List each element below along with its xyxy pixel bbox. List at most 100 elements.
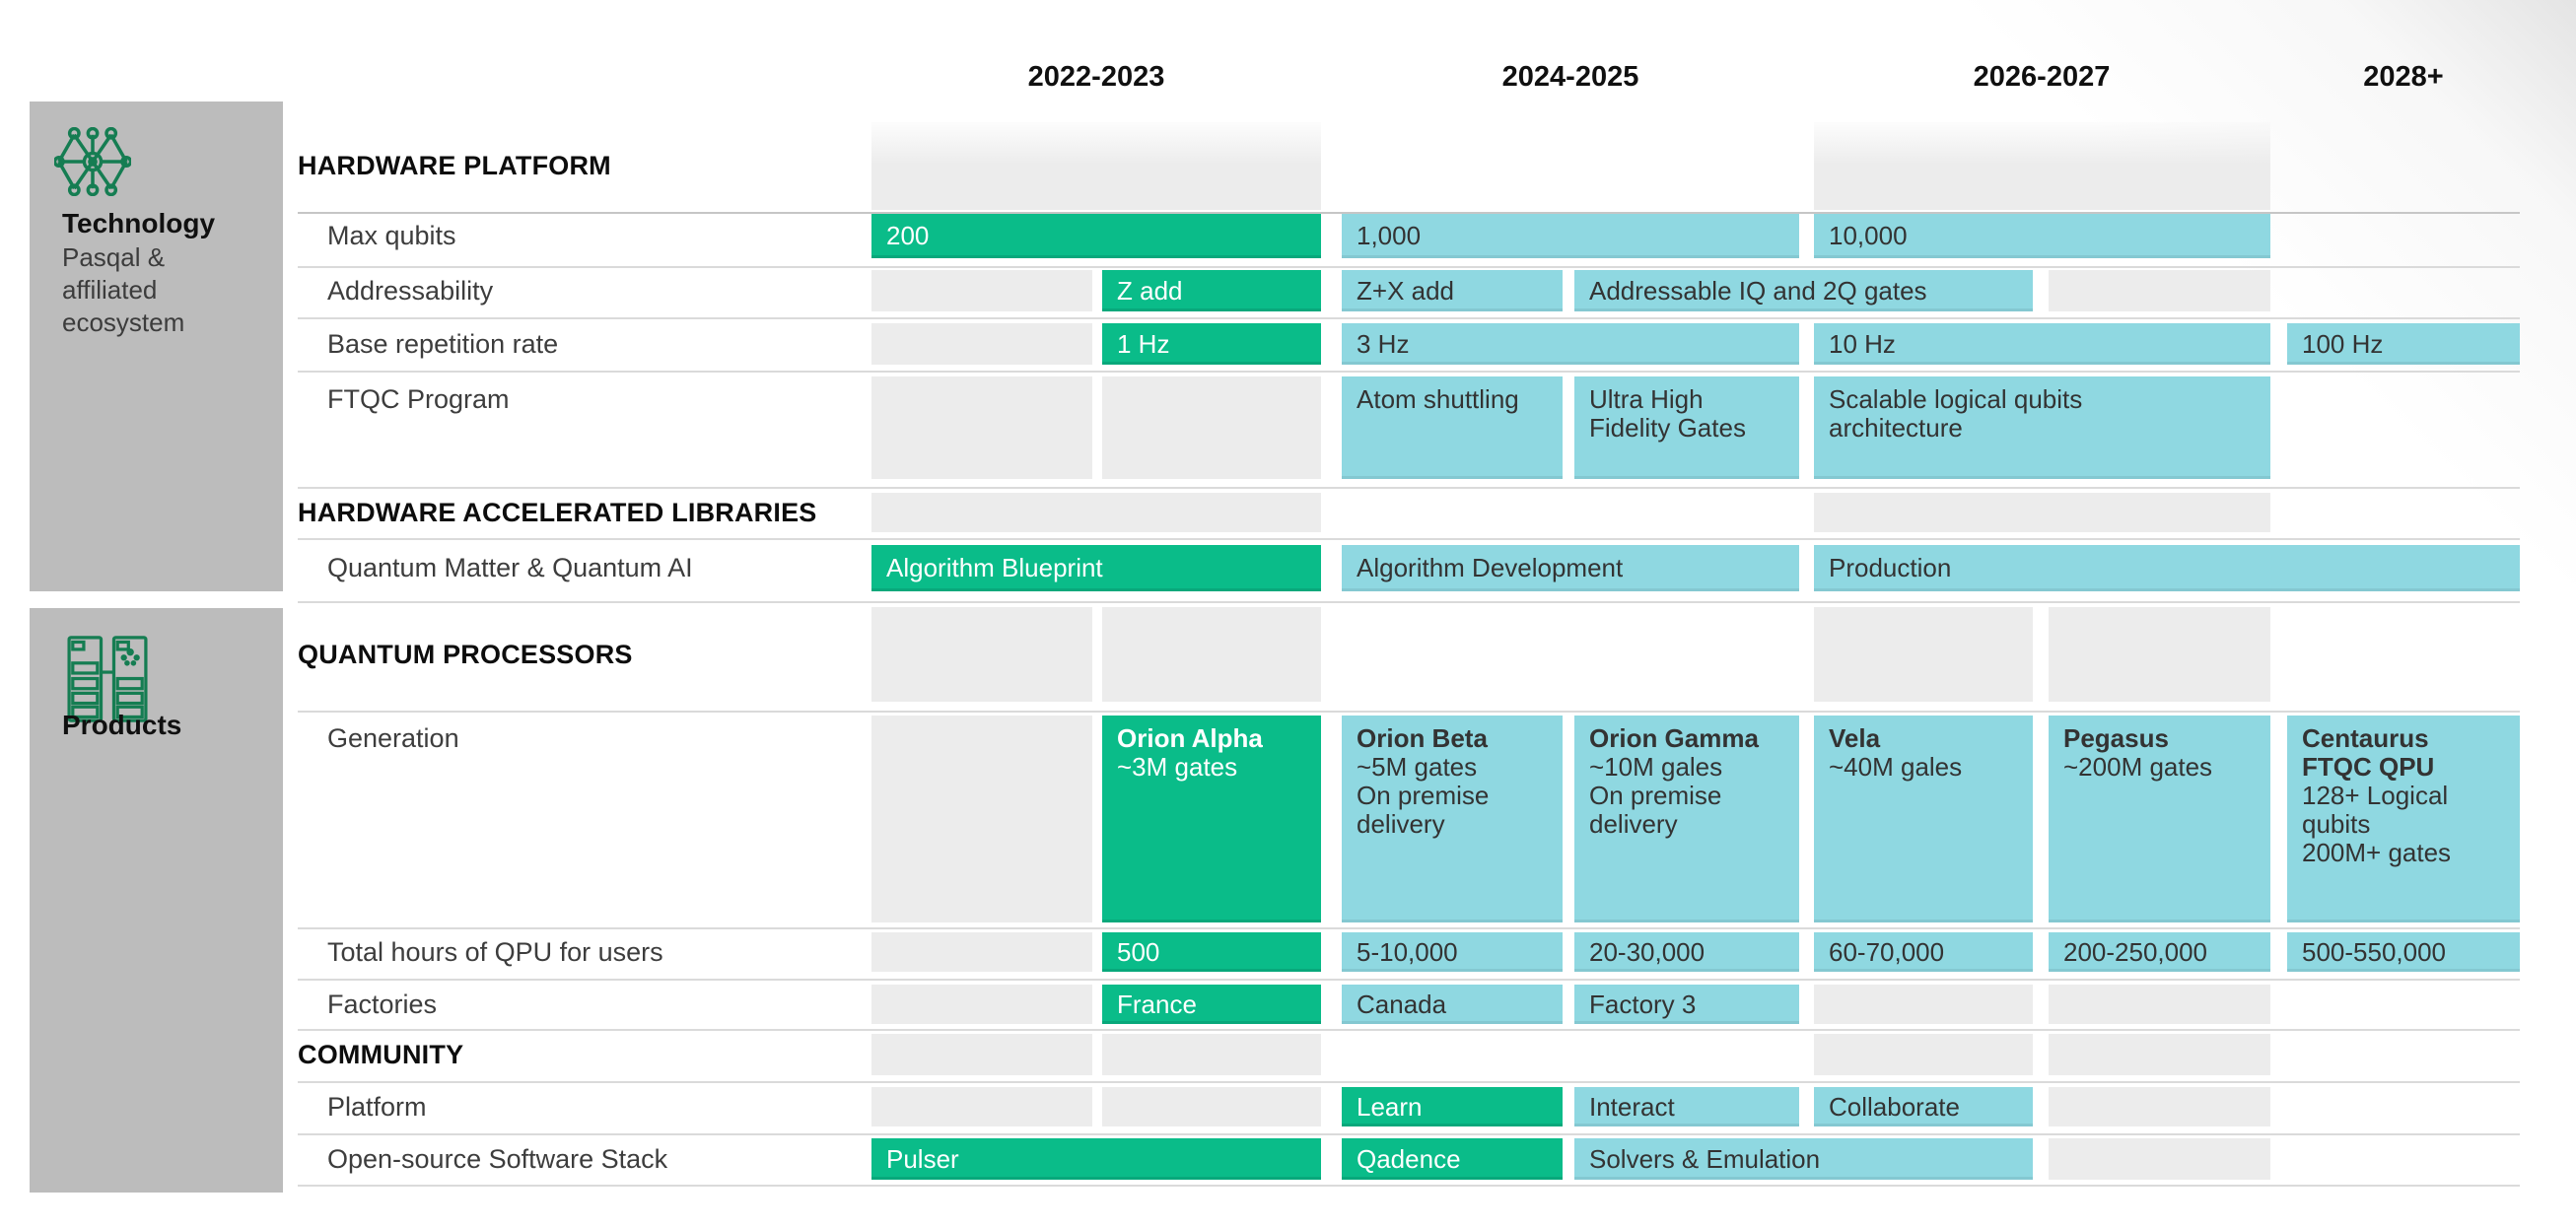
roadmap-cell: Algorithm Development: [1342, 545, 1799, 591]
cell-text: Canada: [1357, 989, 1447, 1019]
year-header: 2024-2025: [1501, 61, 1639, 93]
cell-text: 500: [1117, 936, 1160, 967]
roadmap-cell: [1814, 607, 2033, 702]
sidebar-title-products: Products: [62, 710, 182, 740]
roadmap-cell: Vela ~40M gales: [1814, 716, 2033, 922]
roadmap-cell: Interact: [1574, 1087, 1799, 1126]
sidebar-group-products: Products: [30, 608, 283, 1193]
roadmap-cell: Scalable logical qubits architecture: [1814, 376, 2270, 479]
section-label: COMMUNITY: [298, 1039, 464, 1069]
roadmap-cell: [871, 607, 1092, 702]
roadmap-cell: Qadence: [1342, 1138, 1563, 1180]
roadmap-cell: [871, 1034, 1092, 1075]
cell-text: 1 Hz: [1117, 328, 1170, 359]
section-label: HARDWARE PLATFORM: [298, 151, 611, 180]
cell-title: Orion Gamma: [1589, 723, 1759, 753]
roadmap-cell: [1814, 493, 2270, 532]
cell-text: 200: [886, 221, 930, 250]
cell-text: 1,000: [1357, 221, 1422, 250]
cell-title: Orion Alpha: [1117, 723, 1263, 753]
sidebar-group-technology: Technology Pasqal & affiliated ecosystem: [30, 102, 283, 591]
row-divider-line: [298, 1081, 2520, 1083]
roadmap-cell: [2049, 1087, 2270, 1126]
row-divider-line: [298, 538, 2520, 540]
roadmap-cell: Learn: [1342, 1087, 1563, 1126]
roadmap-cell: [871, 716, 1092, 922]
cell-text: Scalable logical qubits architecture: [1829, 384, 2083, 443]
cell-text: 500-550,000: [2302, 936, 2447, 967]
cell-text: ~200M gates: [2063, 752, 2213, 782]
row-divider-line: [298, 1029, 2520, 1031]
row-label: Total hours of QPU for users: [327, 936, 663, 967]
roadmap-cell: [871, 376, 1092, 479]
roadmap-cell: Addressable IQ and 2Q gates: [1574, 270, 2033, 311]
cell-title: Orion Beta: [1357, 723, 1488, 753]
roadmap-cell: Orion Beta ~5M gates On premise delivery: [1342, 716, 1563, 922]
roadmap-cell: Algorithm Blueprint: [871, 545, 1321, 591]
cell-text: Learn: [1357, 1091, 1423, 1122]
roadmap-cell: Ultra High Fidelity Gates: [1574, 376, 1799, 479]
roadmap-cell: 1 Hz: [1102, 323, 1321, 365]
roadmap-cell: [1102, 1087, 1321, 1126]
row-divider-line: [298, 711, 2520, 713]
roadmap-cell: 100 Hz: [2287, 323, 2520, 365]
roadmap-cell: Centaurus FTQC QPU 128+ Logical qubits 20…: [2287, 716, 2520, 922]
roadmap-cell: Collaborate: [1814, 1087, 2033, 1126]
roadmap-cell: [871, 1087, 1092, 1126]
section-label: HARDWARE ACCELERATED LIBRARIES: [298, 497, 817, 527]
cell-text: 20-30,000: [1589, 936, 1706, 967]
cell-text: 60-70,000: [1829, 936, 1945, 967]
cell-title: Centaurus FTQC QPU: [2302, 723, 2435, 782]
row-label: Base repetition rate: [327, 328, 559, 359]
cell-text: France: [1117, 989, 1197, 1019]
section-label: QUANTUM PROCESSORS: [298, 639, 633, 669]
row-label: Addressability: [327, 275, 494, 306]
row-label: Generation: [327, 723, 459, 753]
roadmap-cell: Orion Gamma ~10M gales On premise deliver…: [1574, 716, 1799, 922]
cell-text: Addressable IQ and 2Q gates: [1589, 275, 1927, 306]
row-label: Factories: [327, 989, 438, 1019]
row-divider-line: [298, 317, 2520, 319]
roadmap-cell: [1814, 122, 2270, 210]
row-divider-line: [298, 1185, 2520, 1187]
roadmap-cell: 3 Hz: [1342, 323, 1799, 365]
roadmap-cell: [2049, 1138, 2270, 1180]
roadmap-cell: 5-10,000: [1342, 932, 1563, 972]
cell-text: ~10M gales On premise delivery: [1589, 752, 1723, 839]
cell-text: Interact: [1589, 1091, 1675, 1122]
cell-text: ~3M gates: [1117, 752, 1238, 782]
cell-text: 5-10,000: [1357, 936, 1458, 967]
cell-text: Algorithm Development: [1357, 553, 1624, 582]
roadmap-cell: 500: [1102, 932, 1321, 972]
roadmap-cell: Pulser: [871, 1138, 1321, 1180]
cell-text: 128+ Logical qubits 200M+ gates: [2302, 781, 2452, 867]
row-label: Max qubits: [327, 221, 456, 250]
cell-text: ~5M gates On premise delivery: [1357, 752, 1490, 839]
row-divider-line: [298, 1133, 2520, 1135]
row-divider-line: [298, 927, 2520, 929]
row-divider-line: [298, 212, 2520, 214]
row-divider-line: [298, 266, 2520, 268]
roadmap-cell: 20-30,000: [1574, 932, 1799, 972]
cell-text: Pulser: [886, 1143, 959, 1174]
roadmap-cell: Production: [1814, 545, 2520, 591]
roadmap-cell: [2049, 985, 2270, 1024]
roadmap-cell: Atom shuttling: [1342, 376, 1563, 479]
roadmap-cell: France: [1102, 985, 1321, 1024]
roadmap-cell: Z+X add: [1342, 270, 1563, 311]
roadmap-cell: [1814, 985, 2033, 1024]
roadmap-cell: [871, 932, 1092, 972]
cell-text: Z add: [1117, 275, 1183, 306]
cell-text: Ultra High Fidelity Gates: [1589, 384, 1746, 443]
roadmap-cell: Canada: [1342, 985, 1563, 1024]
row-label: FTQC Program: [327, 384, 510, 414]
roadmap-cell: 200-250,000: [2049, 932, 2270, 972]
roadmap-cell: [2049, 1034, 2270, 1075]
roadmap-cell: Solvers & Emulation: [1574, 1138, 2033, 1180]
roadmap-cell: [2049, 270, 2270, 311]
roadmap-cell: Z add: [1102, 270, 1321, 311]
row-label: Open-source Software Stack: [327, 1143, 668, 1174]
year-header: 2028+: [2363, 61, 2444, 93]
roadmap-cell: [871, 122, 1321, 210]
